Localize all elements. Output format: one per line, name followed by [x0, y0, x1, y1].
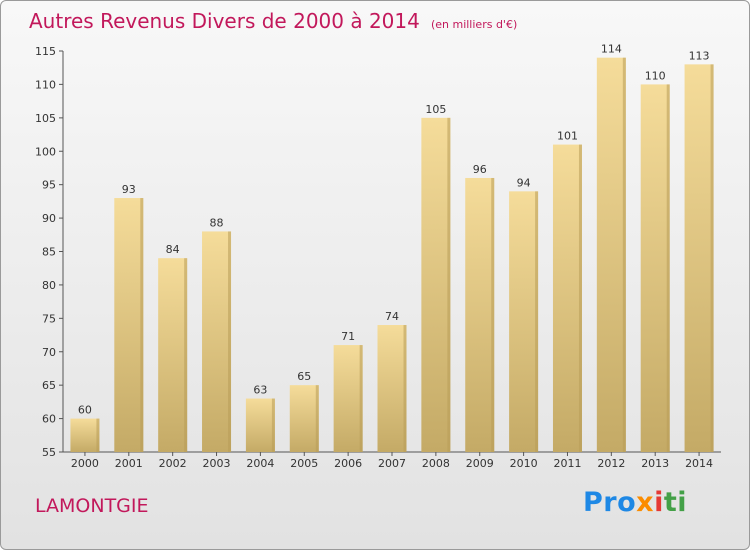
y-tick-label: 55: [42, 446, 56, 459]
bar-value-label: 88: [210, 216, 224, 229]
bar-value-label: 110: [645, 69, 666, 82]
bar-shade: [184, 258, 188, 452]
bar-value-label: 94: [517, 176, 531, 189]
bar-value-label: 114: [601, 43, 622, 56]
bar-shade: [403, 325, 407, 452]
bar-shade: [535, 191, 539, 452]
x-tick-label: 2002: [159, 457, 187, 470]
x-tick-label: 2011: [553, 457, 581, 470]
bar: [289, 385, 319, 452]
logo-part-1: Pro: [583, 487, 637, 518]
y-tick-label: 115: [35, 45, 56, 58]
bar-value-label: 101: [557, 130, 578, 143]
x-tick-label: 2013: [641, 457, 669, 470]
x-tick-label: 2012: [597, 457, 625, 470]
y-tick-label: 100: [35, 145, 56, 158]
y-tick-label: 60: [42, 413, 56, 426]
y-tick-label: 65: [42, 379, 56, 392]
x-tick-label: 2007: [378, 457, 406, 470]
x-tick-label: 2014: [685, 457, 713, 470]
bar-shade: [228, 231, 232, 452]
bar-value-label: 113: [689, 49, 710, 62]
bar-value-label: 63: [253, 384, 267, 397]
y-tick-label: 80: [42, 279, 56, 292]
x-tick-label: 2008: [422, 457, 450, 470]
x-tick-label: 2009: [466, 457, 494, 470]
x-tick-label: 2004: [246, 457, 274, 470]
bar-shade: [710, 64, 714, 452]
bar-value-label: 65: [297, 370, 311, 383]
bar-shade: [622, 57, 626, 452]
bar: [245, 398, 275, 452]
bar-value-label: 74: [385, 310, 399, 323]
proxiti-logo: Proxiti: [583, 487, 687, 518]
bar: [684, 64, 714, 452]
chart-title: Autres Revenus Divers de 2000 à 2014 (en…: [29, 9, 517, 33]
logo-part-2: x: [636, 487, 655, 518]
bar: [640, 84, 670, 453]
bar: [202, 231, 232, 452]
bar-shade: [315, 385, 319, 452]
x-tick-label: 2003: [203, 457, 231, 470]
chart-unit-note: (en milliers d'€): [430, 18, 518, 31]
bar-shade: [491, 177, 495, 452]
bar-value-label: 93: [122, 183, 136, 196]
bar-shade: [140, 198, 144, 452]
bar: [596, 57, 626, 452]
x-tick-label: 2000: [71, 457, 99, 470]
bar-value-label: 96: [473, 163, 487, 176]
bar-value-label: 60: [78, 404, 92, 417]
bar: [70, 418, 100, 452]
bar-shade: [666, 84, 670, 453]
logo-part-4: ti: [663, 487, 688, 518]
chart-axes: 55 60 65 70 75 80 85 90 95 100 105 110 115: [35, 45, 721, 459]
bar-shade: [447, 117, 451, 452]
y-tick-label: 105: [35, 112, 56, 125]
bar: [421, 117, 451, 452]
chart-labels: 60 2000 93 2001 84 2002 88 2003 63 2004 65 2005 71 20…: [71, 43, 713, 470]
logo-part-3: i: [654, 487, 664, 518]
y-tick-label: 70: [42, 346, 56, 359]
bar: [158, 258, 188, 452]
bar-value-label: 105: [425, 103, 446, 116]
bar-value-label: 71: [341, 330, 355, 343]
x-tick-label: 2001: [115, 457, 143, 470]
y-tick-label: 95: [42, 179, 56, 192]
x-tick-label: 2005: [290, 457, 318, 470]
bar-value-label: 84: [166, 243, 180, 256]
x-tick-label: 2006: [334, 457, 362, 470]
bar-shade: [271, 398, 275, 452]
bar-shade: [359, 345, 363, 452]
y-tick-label: 85: [42, 246, 56, 259]
y-tick-label: 90: [42, 212, 56, 225]
bar-shade: [578, 144, 582, 453]
bar: [333, 345, 363, 452]
bar: [114, 198, 144, 452]
bar: [465, 177, 495, 452]
y-tick-label: 75: [42, 312, 56, 325]
chart-bars: [70, 57, 714, 453]
chart-title-text: Autres Revenus Divers de 2000 à 2014: [29, 9, 420, 33]
bar: [509, 191, 539, 452]
bar: [377, 325, 407, 452]
x-tick-label: 2010: [510, 457, 538, 470]
bar: [552, 144, 582, 453]
bar-shade: [96, 418, 100, 452]
y-tick-label: 110: [35, 78, 56, 91]
place-name: LAMONTGIE: [35, 495, 149, 517]
